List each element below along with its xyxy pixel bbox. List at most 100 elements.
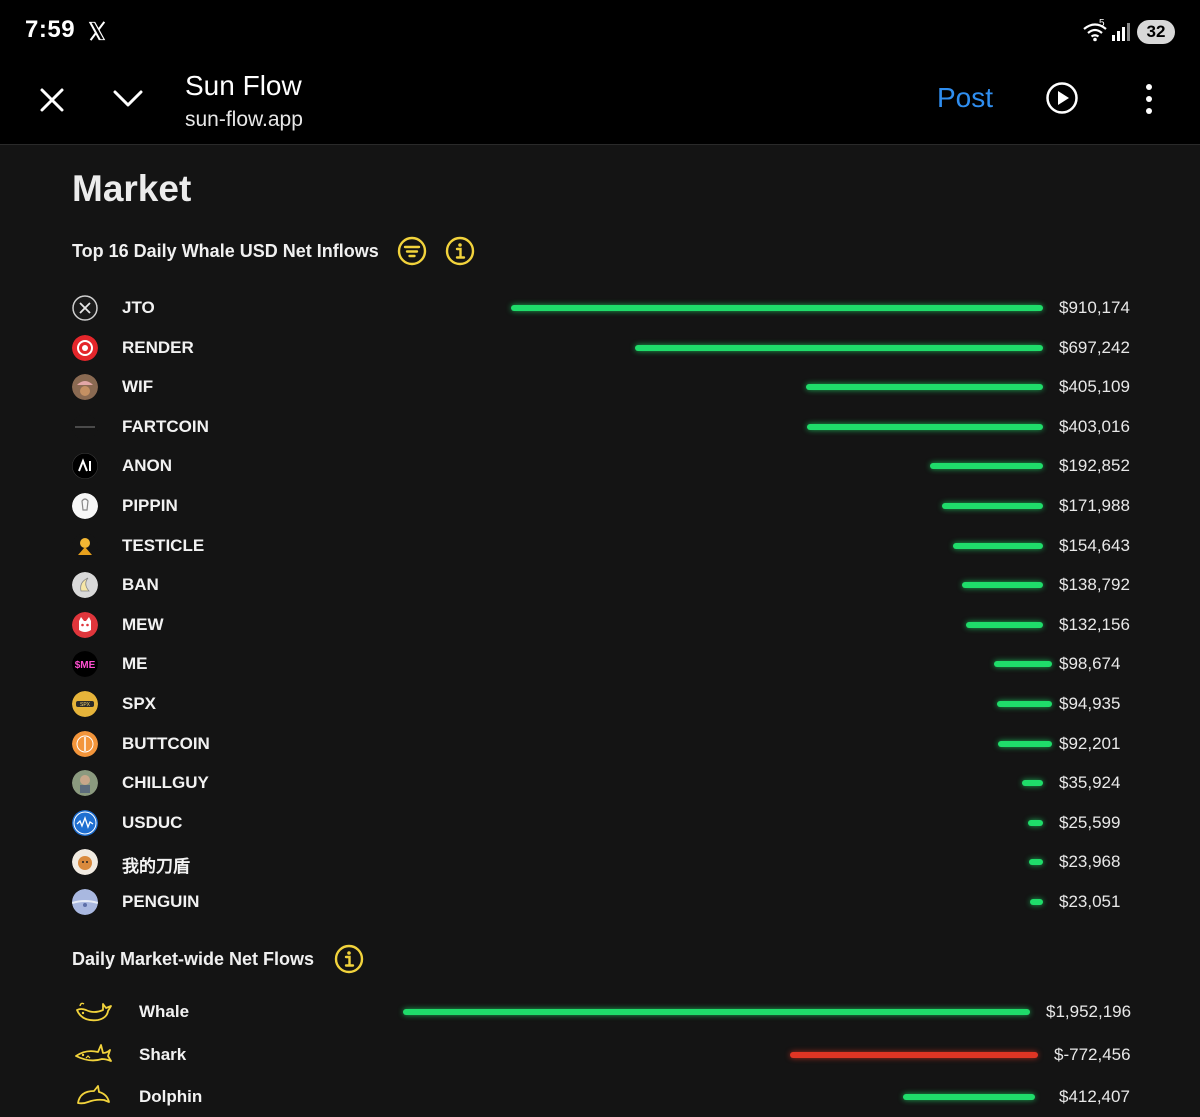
token-value: $35,924 <box>1059 773 1121 793</box>
flow-value: $412,407 <box>1059 1087 1130 1106</box>
token-row[interactable]: SPX SPX $94,935 <box>0 684 1200 724</box>
browser-toolbar: Sun Flow sun-flow.app Post <box>0 62 1200 145</box>
status-bar: 7:59 5 32 <box>0 0 1200 62</box>
fartcoin-icon <box>72 413 98 440</box>
inflow-bar <box>994 661 1052 668</box>
token-value: $154,643 <box>1059 535 1130 555</box>
wifi-badge: 5 <box>1099 18 1105 29</box>
marketwide-section-title: Daily Market-wide Net Flows <box>72 949 315 969</box>
token-row[interactable]: BUTTCOIN $92,201 <box>0 724 1200 764</box>
token-row[interactable]: USDUC $25,599 <box>0 803 1200 843</box>
token-name: 我的刀盾 <box>122 857 190 877</box>
flow-bar <box>902 1094 1035 1100</box>
info-icon[interactable] <box>445 236 475 266</box>
mew-icon <box>72 611 98 638</box>
token-value: $403,016 <box>1059 416 1130 436</box>
inflow-bar <box>1028 819 1043 826</box>
flow-row[interactable]: Shark $-772,456 <box>0 1035 1200 1075</box>
more-vertical-icon[interactable] <box>1140 82 1158 116</box>
token-row[interactable]: BAN $138,792 <box>0 565 1200 605</box>
browser-url[interactable]: sun-flow.app <box>185 108 303 131</box>
filter-icon[interactable] <box>397 236 427 266</box>
usduc-icon <box>72 809 98 836</box>
token-value: $192,852 <box>1059 456 1130 476</box>
token-row[interactable]: RENDER $697,242 <box>0 328 1200 368</box>
token-row[interactable]: TESTICLE $154,643 <box>0 526 1200 566</box>
inflow-bar <box>1029 899 1043 905</box>
token-value: $697,242 <box>1059 337 1130 357</box>
testicle-icon <box>72 532 98 559</box>
wif-icon <box>72 374 98 401</box>
token-value: $132,156 <box>1059 614 1130 634</box>
inflow-bar <box>807 423 1043 430</box>
token-name: BUTTCOIN <box>122 733 210 753</box>
token-name: WIF <box>122 377 154 397</box>
x-app-icon <box>88 21 106 41</box>
inflow-bar <box>961 582 1043 589</box>
token-value: $171,988 <box>1059 496 1130 515</box>
token-name: SPX <box>122 694 157 713</box>
flow-name: Shark <box>139 1045 187 1064</box>
flow-row[interactable]: Whale $1,952,196 <box>0 992 1200 1032</box>
token-name: ANON <box>122 456 173 476</box>
token-value: $23,051 <box>1059 892 1121 911</box>
inflow-bar <box>952 542 1043 549</box>
browser-page-title: Sun Flow <box>185 70 302 101</box>
status-time: 7:59 <box>25 16 76 43</box>
spx-icon: SPX <box>72 691 98 717</box>
token-row[interactable]: WIF $405,109 <box>0 367 1200 407</box>
inflow-bar <box>965 621 1043 628</box>
render-icon <box>72 334 98 361</box>
token-value: $92,201 <box>1059 733 1121 753</box>
whale-icon <box>74 998 112 1026</box>
token-name: TESTICLE <box>122 535 205 555</box>
flow-row[interactable]: Dolphin $412,407 <box>0 1077 1200 1117</box>
close-icon[interactable] <box>38 86 66 114</box>
token-name: RENDER <box>122 337 194 357</box>
jto-icon <box>72 295 98 321</box>
wifi-icon <box>1083 23 1107 42</box>
token-name: USDUC <box>122 812 183 832</box>
token-row[interactable]: CHILLGUY $35,924 <box>0 763 1200 803</box>
flow-name: Whale <box>139 1002 190 1021</box>
info-icon[interactable] <box>334 944 364 974</box>
flow-bar <box>789 1052 1038 1058</box>
token-row[interactable]: ANON $192,852 <box>0 446 1200 486</box>
token-name: PENGUIN <box>122 892 200 911</box>
me-icon: $ME <box>72 651 98 678</box>
dolphin-icon <box>74 1083 112 1111</box>
token-value: $25,599 <box>1059 812 1121 832</box>
token-value: $405,109 <box>1059 377 1130 397</box>
inflow-bar <box>942 503 1043 509</box>
anon-icon <box>72 453 98 480</box>
token-value: $910,174 <box>1059 298 1130 317</box>
inflow-bar <box>511 305 1043 311</box>
svg-text:SPX: SPX <box>80 702 91 708</box>
flow-name: Dolphin <box>139 1087 203 1106</box>
inflow-bar <box>930 463 1043 470</box>
token-row[interactable]: PENGUIN $23,051 <box>0 882 1200 922</box>
pippin-icon <box>72 493 98 519</box>
token-row[interactable]: PIPPIN $171,988 <box>0 486 1200 526</box>
token-row[interactable]: FARTCOIN $403,016 <box>0 407 1200 447</box>
token-name: JTO <box>122 298 155 317</box>
token-value: $138,792 <box>1059 575 1130 595</box>
play-icon[interactable] <box>1045 81 1079 115</box>
page-title: Market <box>72 168 192 209</box>
flow-value: $1,952,196 <box>1046 1002 1132 1021</box>
token-row[interactable]: MEW $132,156 <box>0 605 1200 645</box>
token-row[interactable]: JTO $910,174 <box>0 288 1200 328</box>
inflow-bar <box>998 740 1052 747</box>
token-name: BAN <box>122 575 159 595</box>
inflow-bar <box>996 701 1052 707</box>
token-row[interactable]: 我的刀盾 $23,968 <box>0 842 1200 882</box>
chevron-down-icon[interactable] <box>112 88 144 110</box>
svg-text:$ME: $ME <box>75 660 96 671</box>
chillguy-icon <box>72 770 98 797</box>
post-button[interactable]: Post <box>937 82 994 113</box>
buttcoin-icon <box>72 730 98 757</box>
token-name: FARTCOIN <box>122 416 209 436</box>
token-name: MEW <box>122 614 164 634</box>
inflow-bar <box>806 384 1043 391</box>
token-row[interactable]: $ME ME $98,674 <box>0 644 1200 684</box>
